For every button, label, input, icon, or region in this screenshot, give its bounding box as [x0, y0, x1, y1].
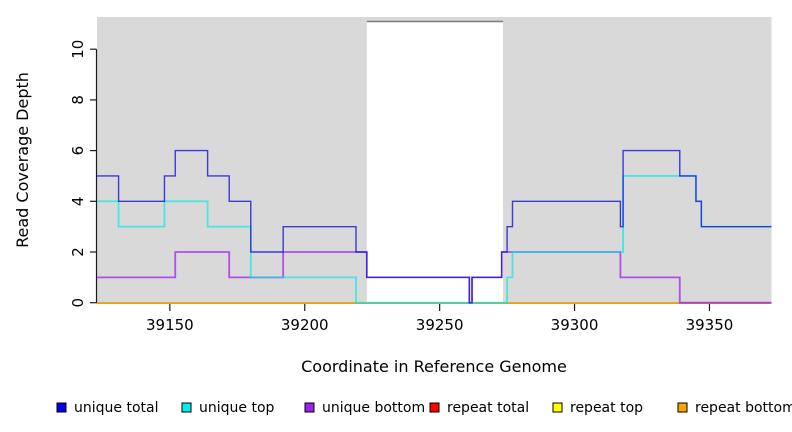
y-tick-label: 6	[69, 146, 87, 156]
legend-swatch-repeat-bottom	[677, 402, 688, 413]
legend-label-unique-bottom: unique bottom	[322, 400, 425, 416]
legend-swatch-unique-bottom	[304, 402, 315, 413]
x-tick-label: 39250	[416, 316, 464, 334]
legend: unique total unique top unique bottom repea…	[56, 400, 792, 416]
legend-label-repeat-bottom: repeat bottom	[695, 400, 792, 416]
legend-label-repeat-total: repeat total	[447, 400, 529, 416]
legend-swatch-unique-total	[56, 402, 67, 413]
y-axis-title: Read Coverage Depth	[13, 72, 32, 248]
y-tick-label: 4	[69, 197, 87, 207]
y-tick-label: 0	[69, 298, 87, 308]
x-tick-label: 39350	[686, 316, 734, 334]
series-line-unique-total	[97, 149, 772, 304]
x-tick-label: 39200	[281, 316, 329, 334]
legend-label-unique-total: unique total	[74, 400, 158, 416]
plot-area: 0 2 4 6 8 10 39150 39200 39250 39300 39350	[69, 17, 772, 334]
legend-swatch-repeat-total	[429, 402, 440, 413]
x-tick-label: 39300	[551, 316, 599, 334]
y-tick-label: 2	[69, 247, 87, 257]
y-tick-label: 10	[69, 40, 87, 59]
legend-label-unique-top: unique top	[199, 400, 275, 416]
legend-label-repeat-top: repeat top	[570, 400, 643, 416]
x-axis-title: Coordinate in Reference Genome	[301, 357, 567, 376]
y-tick-label: 8	[69, 95, 87, 105]
legend-swatch-repeat-top	[552, 402, 563, 413]
legend-swatch-unique-top	[181, 402, 192, 413]
highlight-band	[366, 21, 504, 303]
x-tick-label: 39150	[146, 316, 194, 334]
